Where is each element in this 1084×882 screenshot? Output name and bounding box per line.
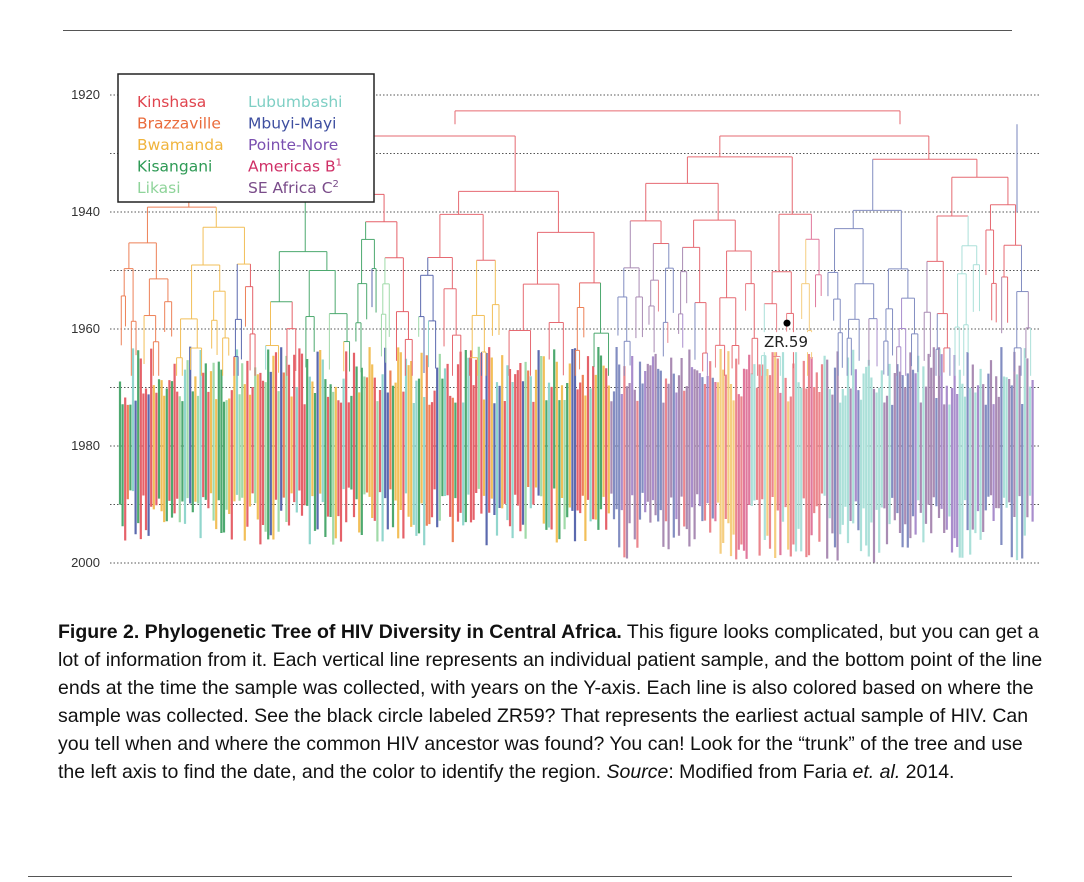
- caption-source-text: : Modified from Faria: [668, 761, 853, 783]
- sample-tip-lines: [118, 346, 1034, 563]
- zr59-marker-group: ZR.59: [760, 319, 816, 353]
- legend-item: Bwamanda: [137, 136, 224, 154]
- y-tick-label: 1920: [71, 87, 100, 102]
- legend-item: Kisangani: [137, 158, 212, 176]
- legend-item: Lubumbashi: [248, 93, 343, 111]
- zr59-label-background: [760, 332, 816, 353]
- legend-item: Likasi: [137, 179, 181, 197]
- legend-item: Americas B1: [248, 158, 342, 176]
- zr59-sample-dot: [783, 319, 791, 327]
- legend: Kinshasa Brazzaville Bwamanda Kisangani Lika…: [117, 73, 375, 203]
- caption-source-label: Source: [606, 761, 669, 783]
- y-tick-label: 1940: [71, 204, 100, 219]
- y-tick-label: 1980: [71, 438, 100, 453]
- bottom-rule: [28, 876, 1012, 877]
- legend-box: [117, 73, 375, 203]
- zr59-label: ZR.59: [764, 333, 808, 351]
- y-tick-label: 1960: [71, 321, 100, 336]
- y-axis-tick-labels: 1920 1940 1960 1980 2000: [71, 87, 100, 570]
- legend-item: Kinshasa: [137, 93, 206, 111]
- legend-item: Mbuyi-Mayi: [248, 115, 336, 133]
- caption-title: Figure 2. Phylogenetic Tree of HIV Diver…: [58, 621, 622, 643]
- caption-etal: et. al.: [852, 761, 901, 783]
- legend-item: Brazzaville: [137, 115, 221, 133]
- legend-item: Pointe-Nore: [248, 136, 338, 154]
- legend-item: SE Africa C2: [248, 179, 339, 197]
- phylogenetic-tree-figure: 1920 1940 1960 1980 2000 ZR.59 Kinshasa Brazz…: [71, 73, 1040, 570]
- figure-caption: Figure 2. Phylogenetic Tree of HIV Diver…: [58, 618, 1043, 786]
- y-tick-label: 2000: [71, 555, 100, 570]
- top-rule: [63, 30, 1012, 31]
- caption-body: This figure looks complicated, but you c…: [58, 621, 1043, 783]
- caption-year: 2014.: [900, 761, 955, 783]
